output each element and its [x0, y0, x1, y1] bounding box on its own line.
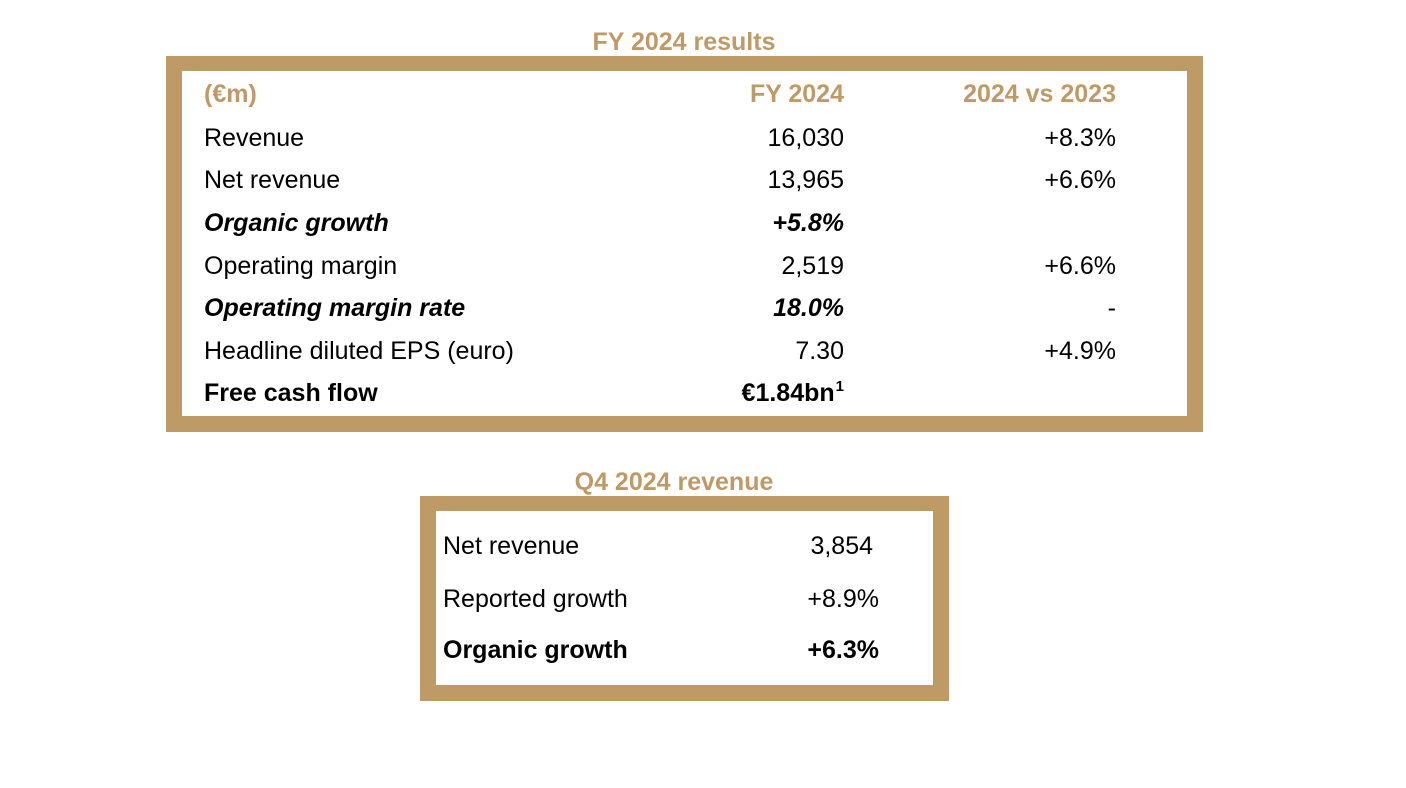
- q4-revenue-frame: [420, 496, 949, 701]
- fy-row-value: €1.84bn1: [644, 378, 844, 407]
- q4-row-value: +8.9%: [807, 585, 879, 613]
- fy-row-change: +8.3%: [1044, 124, 1116, 152]
- fy-row-label: Organic growth: [204, 209, 389, 237]
- fy-row-label: Operating margin rate: [204, 294, 466, 322]
- fy-row-change: +4.9%: [1044, 337, 1116, 365]
- footnote-marker: 1: [835, 378, 844, 395]
- fy-row-label: Net revenue: [204, 166, 341, 194]
- fy-row-value: +5.8%: [772, 209, 844, 237]
- fy-2024-header: FY 2024: [749, 80, 844, 108]
- fy-row-label: Free cash flow: [204, 379, 378, 407]
- q4-row-label: Reported growth: [443, 585, 628, 613]
- fy-row-label: Revenue: [204, 124, 305, 152]
- fy-row-label: Operating margin: [204, 252, 398, 280]
- unit-header: (€m): [204, 80, 257, 108]
- q4-row-label: Net revenue: [443, 532, 580, 560]
- q4-row-label: Organic growth: [443, 636, 628, 664]
- fy-row-change: +6.6%: [1044, 166, 1116, 194]
- fy-row-value: 18.0%: [773, 294, 844, 322]
- q4-revenue-title: Q4 2024 revenue: [574, 468, 774, 496]
- fy-row-value: 7.30: [795, 337, 844, 365]
- free-cash-flow-value: €1.84bn: [741, 379, 835, 407]
- fy-row-value: 13,965: [767, 166, 844, 194]
- fy-row-label: Headline diluted EPS (euro): [204, 337, 514, 365]
- q4-row-value: +6.3%: [807, 636, 879, 664]
- fy-row-value: 16,030: [767, 124, 844, 152]
- fy-results-frame: [166, 56, 1203, 432]
- q4-row-value: 3,854: [810, 532, 873, 560]
- yoy-change-header: 2024 vs 2023: [963, 80, 1116, 108]
- fy-row-change: -: [1107, 294, 1116, 322]
- fy-row-value: 2,519: [781, 252, 844, 280]
- fy-row-change: +6.6%: [1044, 252, 1116, 280]
- fy-results-title: FY 2024 results: [592, 28, 776, 56]
